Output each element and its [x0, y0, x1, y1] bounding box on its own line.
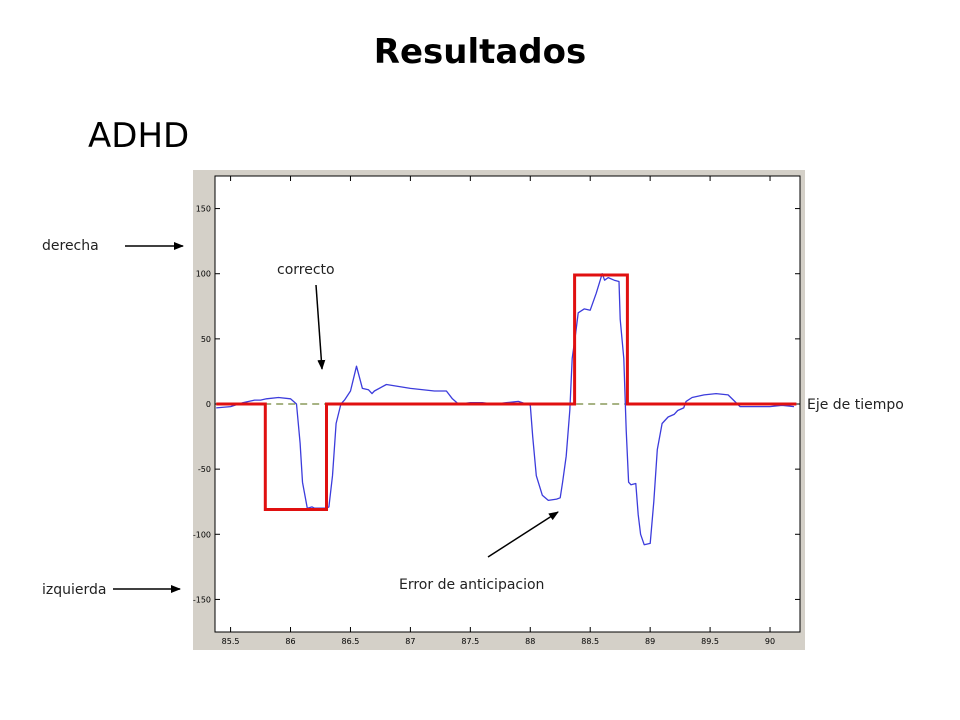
chart-svg: 85.5 86 86.5 87 87.5 88 88.5 89 89.5 90 150 100 50 0 -…	[193, 170, 805, 650]
y-tick-label: -50	[198, 465, 211, 474]
label-derecha: derecha	[42, 238, 99, 254]
x-tick-label: 87.5	[461, 637, 479, 646]
x-tick-label: 89	[645, 637, 655, 646]
x-tick-label: 87	[405, 637, 415, 646]
label-error-anticipacion: Error de anticipacion	[399, 577, 545, 593]
label-correcto: correcto	[277, 262, 335, 278]
y-tick-label: 150	[196, 205, 211, 214]
y-tick-label: 0	[206, 400, 211, 409]
label-eje-tiempo: Eje de tiempo	[807, 397, 904, 413]
series-stimulus-line	[216, 273, 797, 511]
y-tick-label: -150	[193, 595, 211, 604]
x-tick-label: 88	[525, 637, 535, 646]
x-tick-label: 88.5	[581, 637, 599, 646]
chart-figure: 85.5 86 86.5 87 87.5 88 88.5 89 89.5 90 150 100 50 0 -…	[193, 170, 805, 650]
x-tick-label: 89.5	[701, 637, 719, 646]
x-tick-label: 90	[765, 637, 775, 646]
y-tick-label: -100	[193, 530, 211, 539]
slide-title: Resultados	[373, 32, 587, 72]
subtitle-adhd: ADHD	[88, 116, 190, 156]
x-tick-label: 86.5	[342, 637, 360, 646]
y-tick-label: 50	[201, 335, 211, 344]
y-tick-label: 100	[196, 270, 211, 279]
label-izquierda: izquierda	[42, 582, 107, 598]
x-tick-label: 85.5	[222, 637, 240, 646]
x-tick-label: 86	[285, 637, 295, 646]
